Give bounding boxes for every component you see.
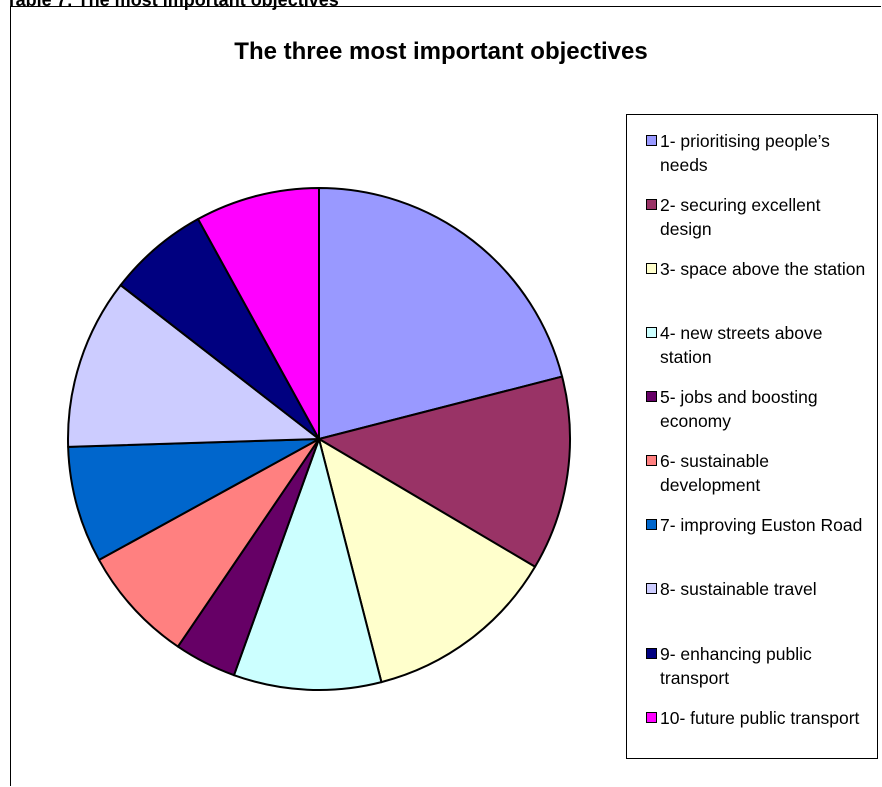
chart-title: The three most important objectives <box>234 38 648 65</box>
legend-swatch-9 <box>646 648 657 659</box>
pie-slice-1 <box>318 187 564 440</box>
legend-label-6: 6- sustainable development <box>660 451 769 495</box>
legend-swatch-1 <box>646 135 657 146</box>
pie-slice-4 <box>232 438 383 691</box>
legend-label-3: 3- space above the station <box>660 259 866 279</box>
chart-frame <box>10 6 881 786</box>
pie-slice-7 <box>67 438 320 561</box>
legend-label-9: 9- enhancing public transport <box>660 644 812 688</box>
pie-slice-10 <box>197 187 320 440</box>
legend-swatch-7 <box>646 519 657 530</box>
legend-swatch-5 <box>646 391 657 402</box>
legend-label-5: 5- jobs and boosting economy <box>660 387 818 431</box>
legend-label-8: 8- sustainable travel <box>660 579 817 599</box>
legend-label-1: 1- prioritising people’s needs <box>660 131 830 175</box>
pie-slice-3 <box>318 438 537 684</box>
legend-swatch-2 <box>646 199 657 210</box>
legend-label-10: 10- future public transport <box>660 708 860 728</box>
legend-swatch-10 <box>646 712 657 723</box>
legend-swatch-4 <box>646 327 657 338</box>
legend-label-2: 2- securing excellent design <box>660 195 821 239</box>
legend-label-4: 4- new streets above station <box>660 323 823 367</box>
pie-slice-6 <box>98 438 320 648</box>
legend-swatch-8 <box>646 583 657 594</box>
legend-swatch-6 <box>646 455 657 466</box>
legend: 1- prioritising people’s needs 2- securin… <box>626 114 878 759</box>
pie-slice-8 <box>67 284 320 448</box>
pie-slice-2 <box>318 375 571 568</box>
top-caption: Table 7: The most important objectives <box>6 0 339 10</box>
legend-label-7: 7- improving Euston Road <box>660 515 863 535</box>
pie-slices <box>67 187 571 691</box>
legend-swatch-3 <box>646 263 657 274</box>
